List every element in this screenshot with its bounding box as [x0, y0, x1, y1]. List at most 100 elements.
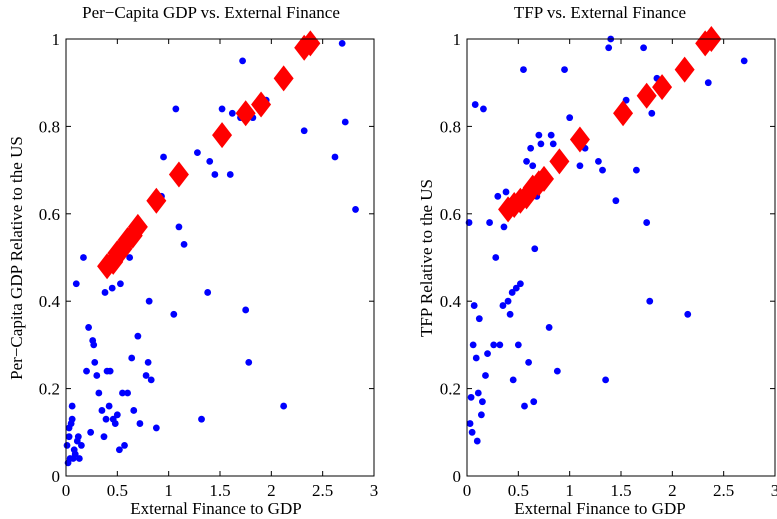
fitted-point	[674, 56, 695, 83]
data-point	[530, 398, 538, 406]
data-point	[239, 57, 246, 65]
data-point	[509, 376, 517, 384]
data-point	[643, 219, 651, 226]
data-point	[113, 411, 121, 419]
data-point	[102, 415, 110, 423]
data-point	[331, 153, 339, 161]
data-point	[194, 149, 201, 157]
data-point	[341, 118, 349, 126]
data-point	[63, 442, 71, 449]
fitted-point	[300, 30, 321, 57]
data-point	[633, 166, 640, 174]
x-tick-label: 2	[267, 481, 276, 500]
data-point	[72, 280, 80, 288]
data-point	[300, 127, 308, 135]
data-point	[98, 407, 106, 414]
fitted-point	[251, 91, 272, 118]
data-point	[78, 442, 85, 449]
data-point	[136, 420, 144, 427]
data-point	[198, 415, 205, 423]
data-point	[226, 171, 234, 178]
x-tick-label: 1	[164, 481, 173, 500]
data-point	[134, 332, 142, 340]
data-point	[529, 162, 537, 170]
data-point	[484, 350, 491, 358]
data-point	[496, 341, 504, 349]
data-point	[83, 367, 90, 375]
data-point	[525, 358, 532, 366]
x-tick-label: 0	[62, 481, 71, 500]
x-tick-label: 3	[771, 481, 777, 500]
data-point	[545, 324, 553, 331]
y-tick-label: 0.8	[440, 117, 461, 136]
data-point	[100, 433, 108, 441]
data-point	[599, 166, 606, 174]
x-tick-label: 2	[668, 481, 677, 500]
fitted-point	[569, 126, 590, 153]
chart-tfp-vs-external-finance: TFP vs. External Finance 0 0.5 1 1.5 2 2.5 300…	[417, 3, 777, 518]
data-point	[473, 437, 481, 445]
data-point	[90, 341, 98, 349]
data-point	[704, 79, 712, 87]
data-point	[68, 402, 76, 410]
x-axis-label: External Finance to GDP	[514, 499, 685, 518]
data-point	[492, 254, 500, 261]
y-axis-label: TFP Relative to the US	[417, 179, 436, 337]
chart-gdp-vs-external-finance: Per−Capita GDP vs. External Finance 0 0.5…	[7, 3, 378, 518]
data-point	[471, 101, 479, 108]
data-point	[115, 446, 123, 454]
plot-area	[465, 26, 748, 445]
data-point	[211, 171, 219, 178]
data-point	[206, 157, 214, 165]
data-point	[523, 157, 530, 165]
y-tick-label: 0	[52, 467, 61, 486]
y-axis-label: Per−Capita GDP Relative to the US	[7, 136, 26, 380]
fitted-point	[168, 161, 189, 188]
data-point	[91, 358, 99, 366]
x-tick-label: 1.5	[610, 481, 631, 500]
data-point	[640, 44, 647, 52]
data-point	[531, 245, 539, 253]
data-point	[466, 420, 474, 427]
data-point	[130, 407, 138, 414]
fitted-point	[127, 213, 148, 240]
data-point	[124, 389, 131, 397]
data-point	[486, 219, 493, 226]
data-point	[95, 389, 103, 397]
x-tick-label: 1	[565, 481, 574, 500]
data-point	[475, 315, 483, 323]
data-point	[508, 289, 516, 296]
data-point	[68, 415, 76, 423]
x-tick-label: 0.5	[107, 481, 128, 500]
data-point	[280, 402, 288, 410]
data-point	[71, 450, 79, 458]
y-tick-label: 0.8	[39, 117, 60, 136]
data-point	[472, 354, 480, 362]
data-point	[494, 192, 502, 200]
data-point	[500, 223, 508, 231]
data-point	[499, 302, 507, 309]
data-point	[740, 57, 748, 65]
data-point	[504, 297, 512, 305]
data-point	[152, 424, 160, 432]
y-tick-label: 1	[453, 30, 462, 49]
data-point	[245, 358, 253, 366]
data-point	[684, 310, 692, 318]
data-point	[352, 206, 359, 213]
data-point	[228, 109, 236, 117]
data-point	[218, 105, 226, 113]
fitted-point	[549, 148, 570, 175]
y-tick-label: 1	[52, 30, 61, 49]
data-point	[474, 389, 482, 397]
axis-ticks: 0 0.5 1 1.5 2 2.5 3 0 0.2 0.4 0.6 0.8 1	[39, 30, 379, 500]
data-point	[602, 376, 609, 384]
data-point	[480, 105, 487, 113]
data-point	[470, 302, 478, 309]
data-point	[87, 428, 95, 436]
data-point	[147, 376, 155, 384]
fitted-point	[212, 122, 233, 149]
data-point	[128, 354, 136, 362]
x-tick-label: 3	[370, 481, 379, 500]
data-point	[144, 358, 152, 366]
